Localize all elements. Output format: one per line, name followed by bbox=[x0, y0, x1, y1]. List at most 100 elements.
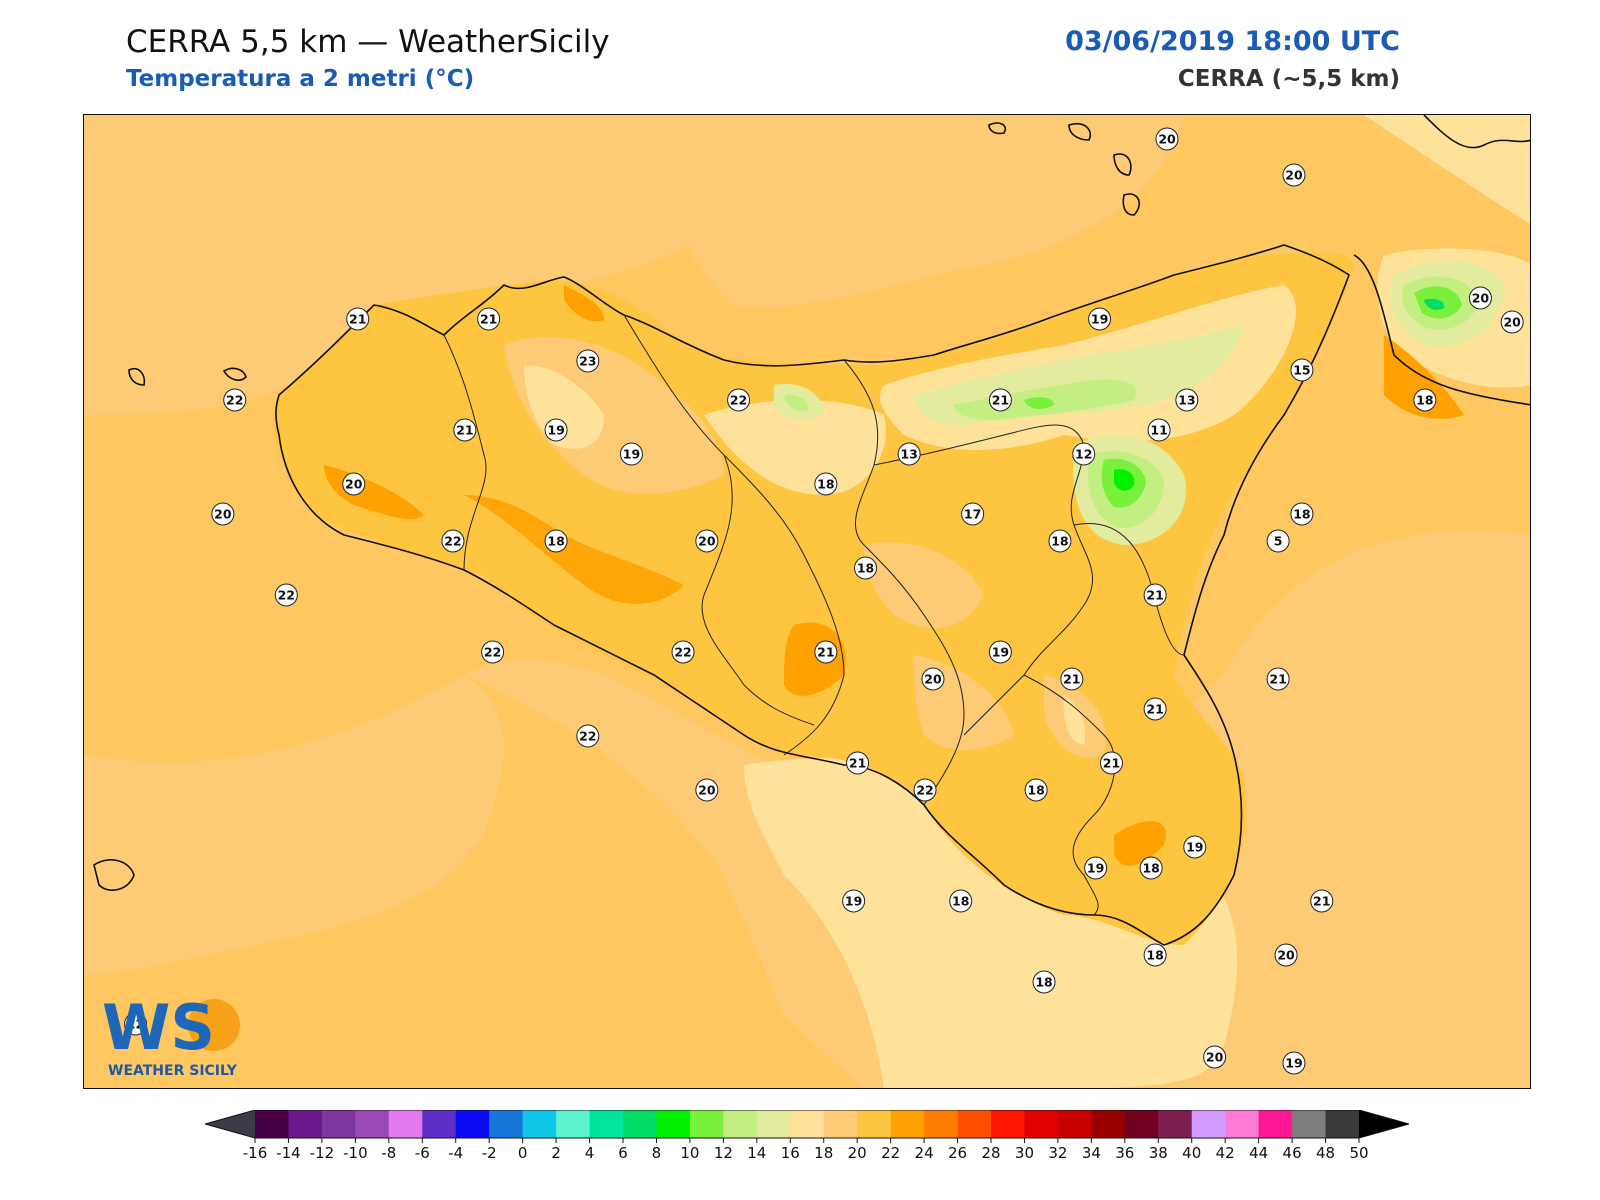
colorbar-segment bbox=[924, 1110, 959, 1138]
temperature-point: 21 bbox=[1143, 583, 1167, 607]
colorbar-tick-label: 34 bbox=[1082, 1144, 1101, 1162]
point-marker bbox=[1143, 943, 1167, 967]
temperature-point: 22 bbox=[441, 529, 465, 553]
sun-icon bbox=[188, 999, 240, 1051]
point-value: 15 bbox=[1293, 363, 1310, 378]
colorbar-tick-label: 10 bbox=[680, 1144, 699, 1162]
point-value: 22 bbox=[127, 1017, 144, 1032]
point-marker bbox=[671, 640, 695, 664]
temperature-point: 19 bbox=[1088, 307, 1112, 331]
temperature-point: 20 bbox=[695, 778, 719, 802]
temperature-point: 12 bbox=[1072, 442, 1096, 466]
colorbar-segment bbox=[1057, 1110, 1092, 1138]
temperature-point: 23 bbox=[576, 349, 600, 373]
province-borders bbox=[443, 314, 1185, 916]
temperature-point: 20 bbox=[921, 667, 945, 691]
point-marker bbox=[1468, 286, 1492, 310]
colorbar-segment bbox=[756, 1110, 791, 1138]
point-value: 17 bbox=[964, 507, 981, 522]
point-value: 19 bbox=[623, 447, 640, 462]
point-value: 22 bbox=[916, 783, 933, 798]
point-marker bbox=[1143, 583, 1167, 607]
temperature-point: 20 bbox=[1500, 310, 1524, 334]
point-marker bbox=[814, 472, 838, 496]
point-marker bbox=[1203, 1045, 1227, 1069]
temperature-point: 21 bbox=[1266, 667, 1290, 691]
temperature-point: 18 bbox=[814, 472, 838, 496]
point-marker bbox=[961, 502, 985, 526]
point-marker bbox=[897, 442, 921, 466]
colorbar-segment bbox=[1325, 1110, 1360, 1138]
point-value: 18 bbox=[1146, 948, 1163, 963]
colorbar-tick-label: 46 bbox=[1283, 1144, 1302, 1162]
colorbar-segment bbox=[489, 1110, 524, 1138]
point-marker bbox=[1155, 127, 1179, 151]
temperature-point: 18 bbox=[949, 889, 973, 913]
colorbar-tick-label: 12 bbox=[714, 1144, 733, 1162]
point-marker bbox=[223, 388, 247, 412]
colorbar-tick-label: 44 bbox=[1249, 1144, 1268, 1162]
point-marker bbox=[1032, 970, 1056, 994]
point-value: 22 bbox=[484, 645, 501, 660]
point-marker bbox=[1143, 697, 1167, 721]
temperature-point: 18 bbox=[1139, 856, 1163, 880]
point-marker bbox=[1024, 778, 1048, 802]
point-value: 21 bbox=[1146, 588, 1163, 603]
weather-sicily-logo: WS WEATHER SICILY bbox=[96, 985, 256, 1080]
map-canvas: 20 20 20 20 21 21 23 19 15 22 21 19 22 21 13 18 19 20 13 12… bbox=[84, 115, 1530, 1088]
colorbar-tick-label: 26 bbox=[948, 1144, 967, 1162]
point-value: 19 bbox=[1285, 1056, 1302, 1071]
temperature-point: 18 bbox=[1413, 388, 1437, 412]
point-value: 21 bbox=[849, 756, 866, 771]
colorbar-tick-label: 28 bbox=[981, 1144, 1000, 1162]
point-marker bbox=[342, 472, 366, 496]
point-value: 11 bbox=[1150, 423, 1167, 438]
colorbar-tick-label: -14 bbox=[276, 1144, 301, 1162]
point-marker bbox=[842, 889, 866, 913]
colorbar-segment bbox=[455, 1110, 490, 1138]
colorbar-tick-label: -16 bbox=[243, 1144, 268, 1162]
point-marker bbox=[1048, 529, 1072, 553]
colorbar-segment bbox=[522, 1110, 557, 1138]
model-resolution: CERRA (~5,5 km) bbox=[1177, 66, 1400, 92]
colorbar-tick-label: -4 bbox=[448, 1144, 463, 1162]
point-value: 19 bbox=[547, 423, 564, 438]
point-value: 22 bbox=[278, 588, 295, 603]
temperature-point: 22 bbox=[576, 724, 600, 748]
point-value: 18 bbox=[1027, 783, 1044, 798]
colorbar-segment bbox=[957, 1110, 992, 1138]
point-marker bbox=[1088, 307, 1112, 331]
temperature-colorbar: -16 -14 -12 -10 -8 -6 -4 -2 0 2 4 6 8 10 12 14 16 18 20 22 2… bbox=[203, 1109, 1411, 1170]
colorbar-segment bbox=[890, 1110, 925, 1138]
point-marker bbox=[544, 529, 568, 553]
point-value: 20 bbox=[1277, 948, 1295, 963]
temperature-point: 20 bbox=[1155, 127, 1179, 151]
colorbar-segment bbox=[1258, 1110, 1293, 1138]
point-value: 20 bbox=[1503, 315, 1521, 330]
point-marker bbox=[988, 388, 1012, 412]
temperature-point: 21 bbox=[453, 418, 477, 442]
colorbar-high-arrow bbox=[1359, 1110, 1409, 1138]
point-value: 18 bbox=[1035, 975, 1052, 990]
temperature-point: 21 bbox=[1060, 667, 1084, 691]
point-value: 22 bbox=[730, 393, 747, 408]
point-value: 20 bbox=[1285, 168, 1303, 183]
temperature-point: 15 bbox=[1290, 358, 1314, 382]
point-marker bbox=[211, 502, 235, 526]
point-marker bbox=[1282, 1051, 1306, 1075]
colorbar-tick-label: 22 bbox=[881, 1144, 900, 1162]
colorbar-segment bbox=[422, 1110, 457, 1138]
point-value: 18 bbox=[952, 894, 969, 909]
colorbar-segment bbox=[857, 1110, 892, 1138]
point-marker bbox=[695, 778, 719, 802]
point-value: 22 bbox=[674, 645, 691, 660]
temperature-point: 22 bbox=[274, 583, 298, 607]
temperature-point: 19 bbox=[1084, 856, 1108, 880]
point-value: 19 bbox=[1186, 840, 1203, 855]
colorbar-segment bbox=[355, 1110, 390, 1138]
point-value: 20 bbox=[345, 477, 363, 492]
temperature-point: 18 bbox=[1143, 943, 1167, 967]
point-marker bbox=[1139, 856, 1163, 880]
point-marker bbox=[949, 889, 973, 913]
point-value: 18 bbox=[1293, 507, 1310, 522]
